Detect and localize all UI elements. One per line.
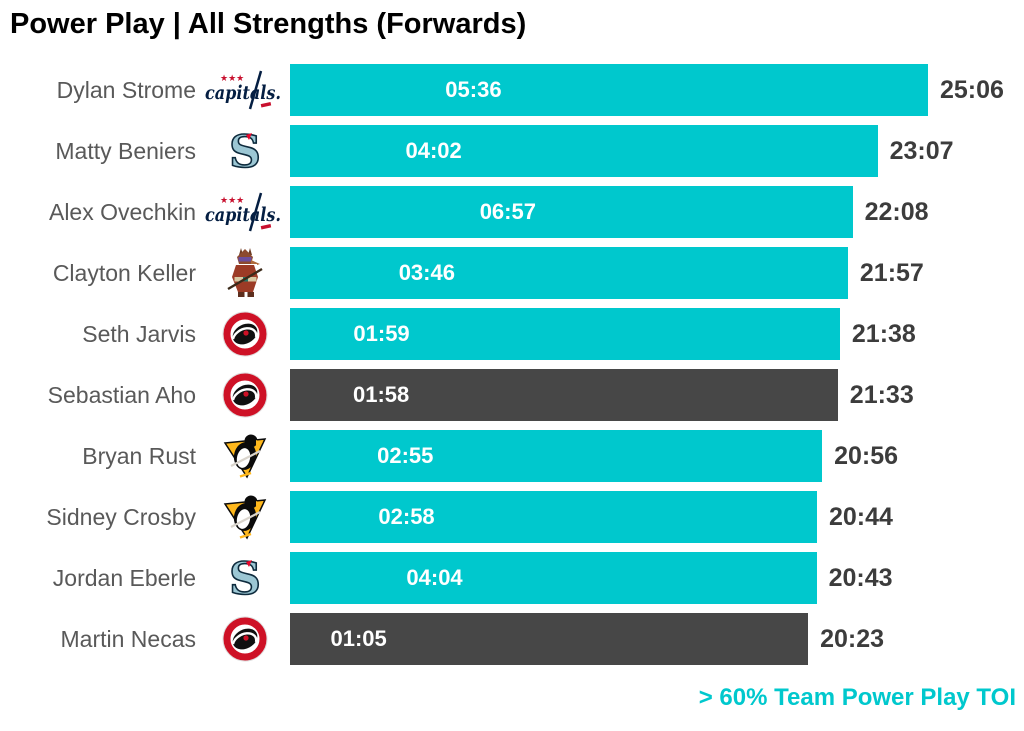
svg-text:★★★: ★★★ (220, 73, 244, 83)
total-toi-bar[interactable] (290, 613, 809, 665)
svg-text:capitals.: capitals. (205, 82, 281, 104)
player-name: Seth Jarvis (82, 321, 196, 347)
player-name: Clayton Keller (52, 260, 196, 286)
player-name: Alex Ovechkin (48, 199, 196, 225)
pp-toi-label: 02:55 (377, 443, 434, 468)
player-name: Matty Beniers (55, 138, 196, 164)
total-toi-label: 25:06 (940, 76, 1004, 104)
total-toi-bar[interactable] (290, 125, 878, 177)
player-name: Jordan Eberle (52, 565, 196, 591)
player-row: Alex Ovechkin ★★★ capitals. 06:57 22:08 (0, 186, 1024, 238)
total-toi-bar[interactable] (290, 369, 838, 421)
team-logo-hurricanes-icon (201, 369, 288, 421)
bar-track: 05:36 (290, 64, 928, 116)
pp-toi-label: 01:05 (330, 626, 387, 651)
bar-track: 01:59 (290, 308, 928, 360)
total-toi-label: 21:57 (859, 259, 924, 287)
player-row: Sebastian Aho 01:58 21:33 (0, 369, 1024, 421)
svg-text:S: S (229, 128, 261, 175)
pp-toi-label: 01:59 (353, 321, 410, 346)
pp-toi-label: 06:57 (479, 199, 536, 224)
total-toi-bar[interactable] (290, 552, 817, 604)
bar-track: 04:02 (290, 125, 928, 177)
pp-toi-label: 03:46 (398, 260, 455, 285)
total-toi-label: 21:33 (849, 381, 914, 409)
player-name: Dylan Strome (56, 77, 196, 103)
total-toi-bar[interactable] (290, 430, 823, 482)
total-toi-label: 23:07 (889, 137, 954, 165)
bar-track: 02:58 (290, 491, 928, 543)
total-toi-bar[interactable] (290, 247, 848, 299)
team-logo-penguins-icon (201, 430, 288, 482)
team-logo-kraken-icon: S (201, 125, 288, 177)
page-title: Power Play | All Strengths (Forwards) (10, 8, 527, 40)
total-toi-bar[interactable] (290, 491, 817, 543)
player-row: Bryan Rust 02:55 20:56 (0, 430, 1024, 482)
pp-toi-label: 05:36 (445, 77, 502, 102)
player-name: Martin Necas (60, 626, 196, 652)
pp-toi-label: 04:02 (405, 138, 462, 163)
pp-toi-label: 01:58 (353, 382, 410, 407)
total-toi-bar[interactable] (290, 64, 928, 116)
bar-track: 06:57 (290, 186, 928, 238)
team-logo-hurricanes-icon (201, 613, 288, 665)
bar-track: 04:04 (290, 552, 928, 604)
total-toi-bar[interactable] (290, 308, 840, 360)
player-row: Martin Necas 01:05 20:23 (0, 613, 1024, 665)
player-row: Clayton Keller 03:46 21:57 (0, 247, 1024, 299)
pp-toi-label: 04:04 (406, 565, 463, 590)
team-logo-coyotes-icon (201, 247, 288, 299)
player-name: Sidney Crosby (46, 504, 196, 530)
team-logo-capitals-icon: ★★★ capitals. (201, 186, 288, 238)
bar-track: 01:05 (290, 613, 928, 665)
player-name: Sebastian Aho (47, 382, 196, 408)
svg-text:★★★: ★★★ (220, 195, 244, 205)
bar-track: 03:46 (290, 247, 928, 299)
player-row: Matty Beniers S 04:02 23:07 (0, 125, 1024, 177)
total-toi-label: 20:56 (834, 442, 899, 470)
total-toi-label: 21:38 (851, 320, 916, 348)
svg-text:capitals.: capitals. (205, 204, 281, 226)
total-toi-label: 22:08 (864, 198, 929, 226)
total-toi-bar[interactable] (290, 186, 853, 238)
team-logo-hurricanes-icon (201, 308, 288, 360)
player-row: Dylan Strome ★★★ capitals. 05:36 25:06 (0, 64, 1024, 116)
total-toi-label: 20:23 (820, 625, 885, 653)
player-row: Sidney Crosby 02:58 20:44 (0, 491, 1024, 543)
team-logo-penguins-icon (201, 491, 288, 543)
bar-track: 01:58 (290, 369, 928, 421)
legend-note: > 60% Team Power Play TOI (698, 684, 1016, 711)
svg-text:S: S (229, 555, 261, 602)
team-logo-kraken-icon: S (201, 552, 288, 604)
player-row: Seth Jarvis 01:59 21:38 (0, 308, 1024, 360)
player-name: Bryan Rust (82, 443, 196, 469)
total-toi-label: 20:43 (828, 564, 893, 592)
bar-track: 02:55 (290, 430, 928, 482)
pp-toi-label: 02:58 (378, 504, 435, 529)
player-row: Jordan Eberle S 04:04 20:43 (0, 552, 1024, 604)
team-logo-capitals-icon: ★★★ capitals. (201, 64, 288, 116)
total-toi-label: 20:44 (829, 503, 893, 531)
